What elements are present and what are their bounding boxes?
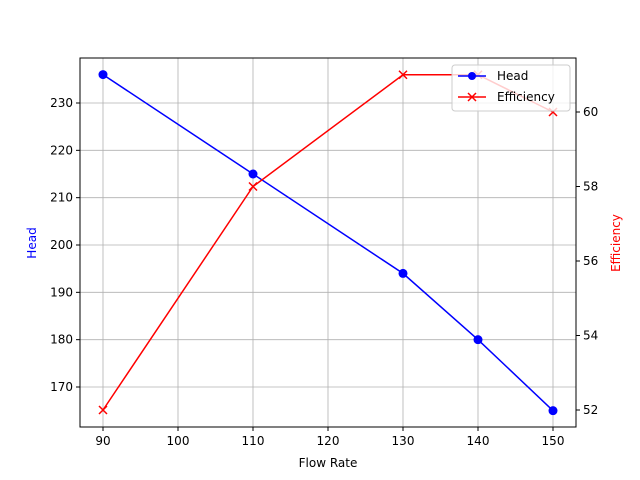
- y-tick-label: 200: [50, 238, 73, 252]
- y-tick-label: 180: [50, 333, 73, 347]
- head-legend-marker-icon: [468, 72, 476, 80]
- y-tick-label: 170: [50, 380, 73, 394]
- x-tick-label: 90: [95, 434, 110, 448]
- y2-tick-label: 60: [583, 105, 598, 119]
- x-tick-label: 140: [467, 434, 490, 448]
- x-tick-label: 100: [167, 434, 190, 448]
- data-point-marker: [548, 406, 558, 416]
- data-point-marker: [398, 268, 408, 278]
- data-point-marker: [98, 70, 108, 80]
- y-tick-label: 220: [50, 143, 73, 157]
- left-y-axis-ticks: 170 180 190 200 210 220 230: [50, 96, 80, 394]
- x-tick-label: 110: [242, 434, 265, 448]
- y-tick-label: 190: [50, 285, 73, 299]
- legend-label-head: Head: [497, 69, 528, 83]
- data-point-marker: [398, 70, 408, 80]
- x-tick-label: 120: [317, 434, 340, 448]
- y2-tick-label: 56: [583, 254, 598, 268]
- legend: Head Efficiency: [451, 64, 571, 112]
- y2-tick-label: 54: [583, 329, 598, 343]
- y-tick-label: 210: [50, 191, 73, 205]
- x-axis-ticks: 90 100 110 120 130 140 150: [95, 427, 564, 448]
- left-y-axis-label: Head: [25, 227, 39, 258]
- grid-lines: [80, 58, 576, 427]
- data-point-marker: [248, 169, 258, 179]
- y2-tick-label: 52: [583, 403, 598, 417]
- y-tick-label: 230: [50, 96, 73, 110]
- right-y-axis-ticks: 52 54 56 58 60: [576, 105, 598, 417]
- legend-label-efficiency: Efficiency: [497, 90, 555, 104]
- efficiency-legend-marker-icon: [467, 92, 477, 102]
- data-point-marker: [473, 335, 483, 345]
- x-axis-label: Flow Rate: [299, 456, 358, 470]
- right-y-axis-label: Efficiency: [609, 214, 623, 272]
- data-point-marker: [98, 405, 108, 415]
- x-tick-label: 130: [392, 434, 415, 448]
- x-tick-label: 150: [542, 434, 565, 448]
- y2-tick-label: 58: [583, 180, 598, 194]
- data-point-marker: [248, 181, 258, 192]
